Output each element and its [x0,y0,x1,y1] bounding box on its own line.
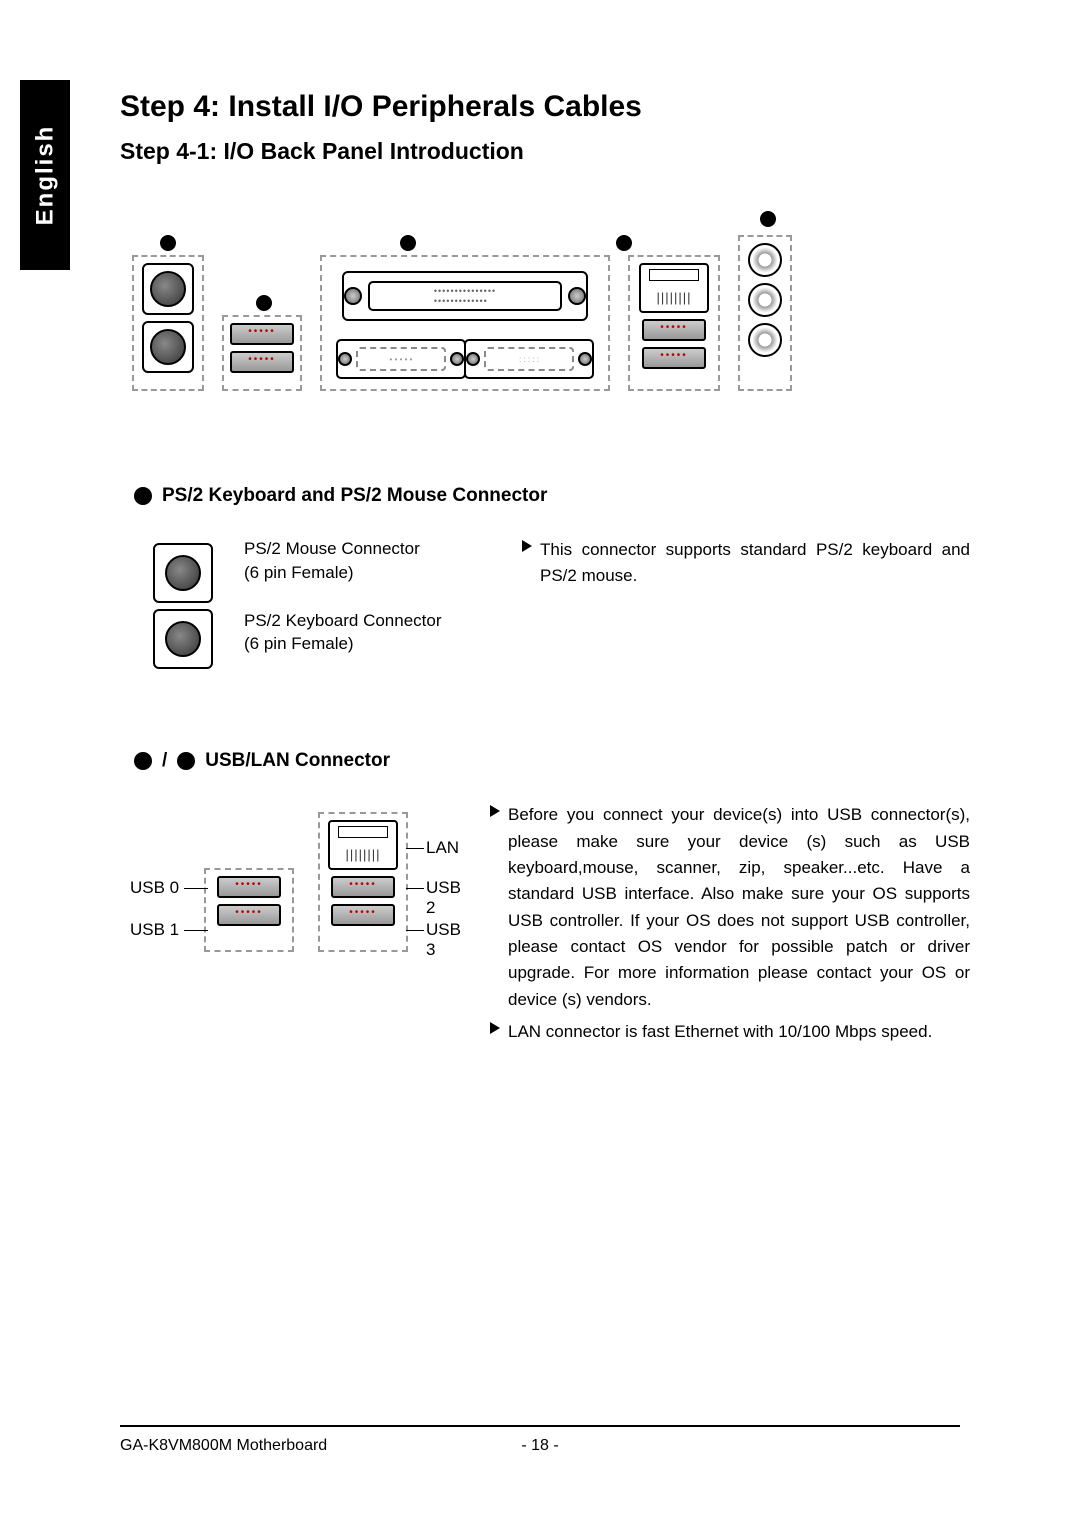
ps2-mouse-label: PS/2 Mouse Connector [244,537,484,561]
lan-usb-block [318,812,408,952]
section-usb-body: LAN USB 0 USB 1 USB 2 USB 3 Before you c… [130,802,970,1051]
section1-title: PS/2 Keyboard and PS/2 Mouse Connector [162,485,547,507]
bullet-icon [490,805,500,817]
callout-icon [616,235,632,251]
back-panel-diagram: •••••••••••••••••••••••••••• • • • • • :… [120,205,840,405]
usb-description: Before you connect your device(s) into U… [490,802,970,1051]
usb-port-icon [331,876,395,898]
usb-block [222,315,302,391]
ps2-mouse-sub: (6 pin Female) [244,561,484,585]
ps2-mouse-port-icon [153,543,213,603]
connector-line [184,930,208,931]
usb-port-icon [217,876,281,898]
usb-block [204,868,294,952]
callout-icon [256,295,272,311]
usb3-label: USB 3 [426,920,470,960]
connector-line [406,888,424,889]
audio-jack-icon [748,323,782,357]
audio-block [738,235,792,391]
ps2-labels: PS/2 Mouse Connector (6 pin Female) PS/2… [244,537,484,680]
ps2-keyboard-label: PS/2 Keyboard Connector [244,609,484,633]
parallel-serial-block: •••••••••••••••••••••••••••• • • • • • :… [320,255,610,391]
page-content: Step 4: Install I/O Peripherals Cables S… [120,90,970,1051]
usb-port-icon [230,351,294,373]
ps2-bullet-text: This connector supports standard PS/2 ke… [540,537,970,590]
serial-port-icon: • • • • • [336,339,466,379]
number-badge-icon [134,752,152,770]
lan-usb-block [628,255,720,391]
connector-line [406,848,424,849]
callout-icon [400,235,416,251]
step-title: Step 4: Install I/O Peripherals Cables [120,90,970,124]
number-badge-icon [134,487,152,505]
usb-port-icon [217,904,281,926]
ps2-mini-diagram [150,537,216,680]
lan-label: LAN [426,838,459,858]
parallel-port-icon: •••••••••••••••••••••••••••• [342,271,588,321]
usb2-label: USB 2 [426,878,470,918]
usb-lan-diagram: LAN USB 0 USB 1 USB 2 USB 3 [130,812,470,992]
callout-icon [760,211,776,227]
usb-port-icon [331,904,395,926]
audio-jack-icon [748,243,782,277]
page-footer: GA-K8VM800M Motherboard - 18 - [120,1425,960,1455]
language-label: English [31,125,59,226]
usb0-label: USB 0 [130,878,179,898]
usb-port-icon [230,323,294,345]
language-tab: English [20,80,70,270]
audio-jack-icon [748,283,782,317]
lan-port-icon [328,820,398,870]
ps2-mouse-port-icon [142,263,194,315]
usb-bullet1-text: Before you connect your device(s) into U… [508,802,970,1013]
ps2-keyboard-port-icon [142,321,194,373]
section-ps2-header: PS/2 Keyboard and PS/2 Mouse Connector [134,485,970,507]
ps2-block [132,255,204,391]
connector-line [184,888,208,889]
section-ps2-body: PS/2 Mouse Connector (6 pin Female) PS/2… [150,537,970,680]
callout-icon [160,235,176,251]
bullet-icon [522,540,532,552]
connector-line [406,930,424,931]
number-badge-icon [177,752,195,770]
step-subtitle: Step 4-1: I/O Back Panel Introduction [120,138,970,165]
ps2-keyboard-sub: (6 pin Female) [244,632,484,656]
usb1-label: USB 1 [130,920,179,940]
usb-port-icon [642,347,706,369]
ps2-keyboard-port-icon [153,609,213,669]
section-usb-header: / USB/LAN Connector [134,750,970,772]
page-number: - 18 - [521,1437,558,1455]
section2-title: USB/LAN Connector [205,750,390,772]
slash: / [162,750,167,772]
vga-port-icon: : : : : : [464,339,594,379]
lan-port-icon [639,263,709,313]
usb-bullet2-text: LAN connector is fast Ethernet with 10/1… [508,1019,932,1045]
usb-port-icon [642,319,706,341]
ps2-description: This connector supports standard PS/2 ke… [512,537,970,680]
bullet-icon [490,1022,500,1034]
